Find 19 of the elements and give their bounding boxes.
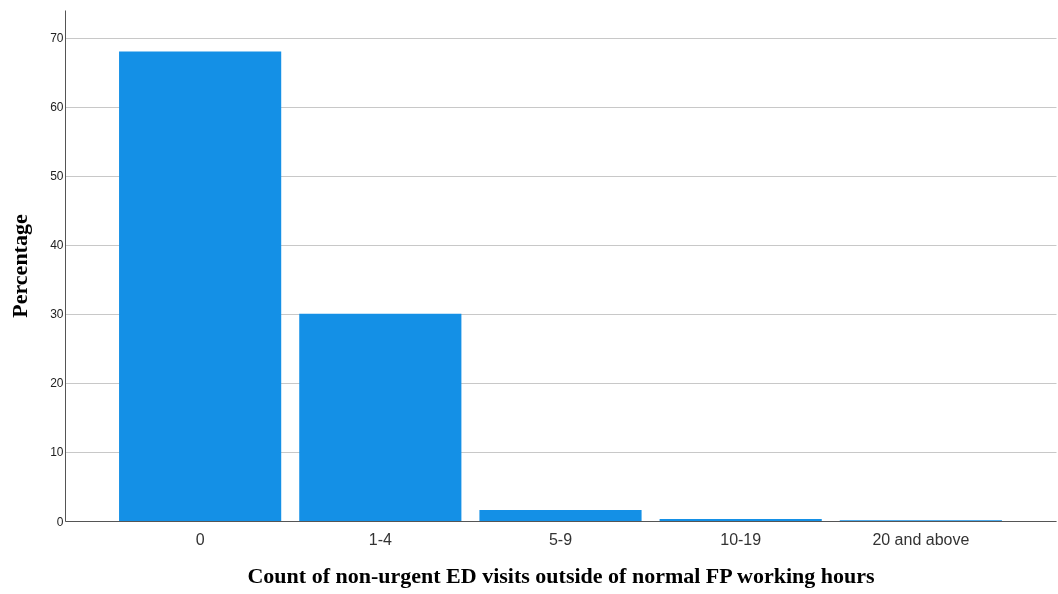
y-tick-label: 50 — [50, 169, 64, 184]
bar — [299, 313, 462, 521]
x-tick-label: 5-9 — [548, 530, 573, 548]
y-tick-label: 0 — [56, 514, 64, 529]
y-axis-title: Percentage — [7, 214, 33, 318]
x-tick-label: 10-19 — [720, 530, 762, 548]
y-tick-label: 30 — [50, 307, 64, 322]
x-axis-title: Count of non-urgent ED visits outside of normal FP working hours — [247, 562, 875, 588]
y-tick-label: 20 — [50, 376, 64, 391]
bar — [479, 509, 642, 521]
bar — [659, 518, 822, 521]
y-tick-label: 70 — [50, 31, 64, 46]
y-tick-label: 10 — [50, 445, 64, 460]
y-tick-label: 60 — [50, 100, 64, 115]
x-tick-label: 0 — [195, 530, 205, 548]
y-tick-label: 40 — [50, 238, 64, 253]
bar — [119, 51, 282, 521]
x-tick-label: 1-4 — [368, 530, 392, 548]
x-tick-label: 20 and above — [872, 530, 970, 548]
